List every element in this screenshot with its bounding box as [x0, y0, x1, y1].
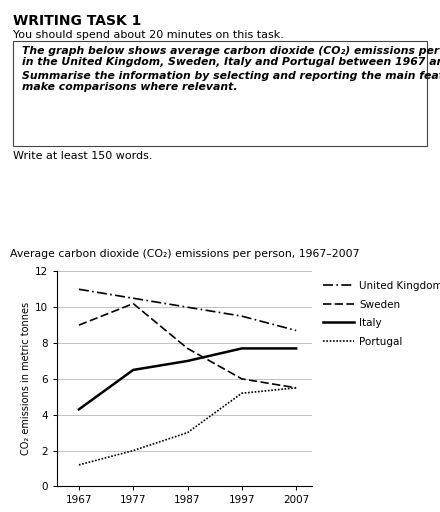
Italy [239, 346, 245, 352]
Line: United Kingdom: United Kingdom [79, 289, 296, 331]
Line: Italy: Italy [79, 349, 296, 410]
Text: Write at least 150 words.: Write at least 150 words. [13, 151, 153, 161]
Sweden [131, 301, 136, 307]
Text: Average carbon dioxide (CO₂) emissions per person, 1967–2007: Average carbon dioxide (CO₂) emissions p… [10, 248, 359, 259]
Portugal [76, 462, 81, 468]
Legend: United Kingdom, Sweden, Italy, Portugal: United Kingdom, Sweden, Italy, Portugal [323, 281, 440, 347]
Italy [185, 358, 190, 364]
United Kingdom [185, 304, 190, 310]
Italy [76, 407, 81, 413]
Portugal [293, 385, 299, 391]
Sweden [185, 346, 190, 352]
Sweden [239, 376, 245, 382]
Italy [293, 346, 299, 352]
Text: in the United Kingdom, Sweden, Italy and Portugal between 1967 and 2007.: in the United Kingdom, Sweden, Italy and… [22, 57, 440, 68]
Portugal [239, 390, 245, 396]
Text: The graph below shows average carbon dioxide (CO₂) emissions per person: The graph below shows average carbon dio… [22, 46, 440, 56]
Line: Sweden: Sweden [79, 304, 296, 388]
Text: Summarise the information by selecting and reporting the main features, and: Summarise the information by selecting a… [22, 71, 440, 81]
Text: make comparisons where relevant.: make comparisons where relevant. [22, 82, 238, 92]
United Kingdom [239, 313, 245, 319]
Y-axis label: CO₂ emissions in metric tonnes: CO₂ emissions in metric tonnes [21, 302, 31, 456]
Portugal [131, 447, 136, 454]
United Kingdom [76, 286, 81, 292]
United Kingdom [293, 328, 299, 334]
Sweden [76, 322, 81, 328]
Text: WRITING TASK 1: WRITING TASK 1 [13, 14, 142, 28]
Text: You should spend about 20 minutes on this task.: You should spend about 20 minutes on thi… [13, 30, 284, 40]
Sweden [293, 385, 299, 391]
Italy [131, 367, 136, 373]
United Kingdom [131, 295, 136, 301]
Line: Portugal: Portugal [79, 388, 296, 465]
Portugal [185, 430, 190, 436]
